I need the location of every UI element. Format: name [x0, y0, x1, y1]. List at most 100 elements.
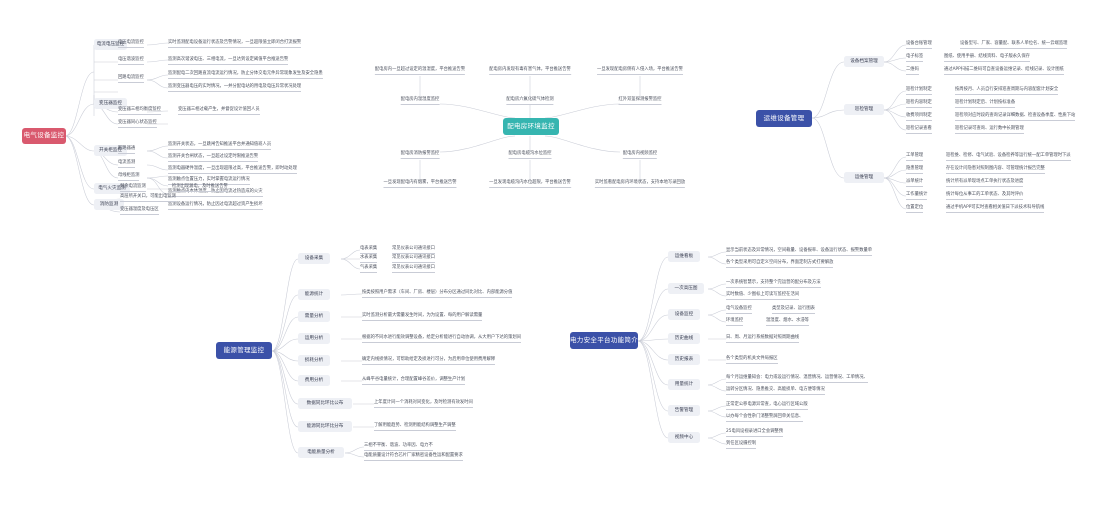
leaf-detail: 变压器温度及电压区 — [120, 207, 159, 215]
leaf-detail: 监测电器硬件温度，一旦出现超限过高，平台推送告警，即时动处理 — [168, 166, 297, 174]
leaf-detail: 监测变压器电压的实时情况，一并分配电站的用电及电压异常状况处理 — [168, 84, 302, 92]
env-bottom-detail-2: 实时监看配电房内环境状态，支持本地写录回放 — [594, 180, 686, 188]
env-bottom-label-1: 配电房电缆沟水位监控 — [508, 151, 552, 159]
leaf-label: 电压电流监控 — [118, 40, 144, 48]
leaf-detail: 统计所有派单现场点工单执行状态及进度 — [946, 179, 1024, 187]
branch-energy-7[interactable]: 能源同比环比分布 — [298, 421, 352, 432]
branch-platform-4[interactable]: 历史报表 — [668, 354, 700, 365]
leaf-detail: 25电风设视录进口全会调整预 — [726, 429, 784, 437]
leaf-label: 隐患管理 — [906, 166, 924, 174]
leaf-label: 收费项目制定 — [906, 113, 932, 121]
branch-energy-3[interactable]: 运用分析 — [298, 333, 330, 344]
leaf-detail: 运转分区情况、隐患推交、高能损单、电方便等情况 — [726, 387, 825, 395]
branch-energy-6[interactable]: 数据同比环比公布 — [298, 398, 352, 409]
leaf-label: 派单统计 — [906, 179, 924, 187]
leaf-detail: 通过手机APP可实时查看相关值日下派技术科导航线 — [946, 205, 1045, 213]
root-node-environment[interactable]: 配电房环境监控 — [503, 118, 559, 135]
branch-ops-0[interactable]: 设备档案管理 — [844, 56, 884, 67]
leaf-detail: 实时数值、少图标上可读写监控在活间 — [726, 292, 800, 300]
leaf-label: 环境监控 — [726, 318, 744, 326]
leaf-label: 巡检计划制定 — [906, 87, 932, 95]
branch-electrical-1[interactable]: 变压器监控 — [94, 98, 127, 109]
branch-platform-1[interactable]: 一次高压图 — [668, 283, 704, 294]
leaf-label: 电表采集 — [360, 246, 378, 254]
leaf-detail: 到任区设摄控制 — [726, 441, 757, 449]
root-node-platform[interactable]: 电力安全平台功能简介 — [570, 332, 638, 349]
leaf-label: 设备台账管理 — [906, 41, 932, 49]
leaf-detail: 监测配电二次回路直流电流运行情况，防止分体交电元件异常现象发生及安全隐患 — [168, 71, 323, 79]
branch-electrical-2[interactable]: 开关柜监控 — [94, 145, 127, 156]
leaf-detail: 巡检计划制定后、计划按标准备 — [955, 100, 1016, 108]
leaf-detail: 从峰平谷电量统计，合理配置峰谷差价，调整生产计划 — [362, 377, 466, 385]
branch-energy-0[interactable]: 设备采集 — [298, 253, 330, 264]
leaf-detail: 日、周、月运行系统数据对照周期曲线 — [726, 335, 800, 343]
leaf-label: 回路电流监控 — [118, 75, 144, 83]
env-bottom-detail-0: 一旦发现配电内有烟雾，平台推送告警 — [383, 180, 457, 188]
leaf-label: 变压器三相均衡度监控 — [118, 107, 161, 115]
leaf-detail: 常见仪表公司通讯接口 — [392, 246, 435, 254]
env-top-label-0: 配电房内温湿度监控 — [400, 97, 440, 105]
root-node-electrical[interactable]: 电气设备监控 — [22, 128, 66, 144]
branch-energy-1[interactable]: 能源统计 — [298, 289, 330, 300]
leaf-detail: 三相不平衡、谐波、功率因、电力不 — [364, 443, 433, 451]
leaf-detail: 实时监测配电设备运行状态及告警情况，一旦超限值立即闭合打流报警 — [168, 40, 302, 48]
leaf-detail: 温湿度、烟水、水浸等 — [766, 318, 809, 326]
leaf-detail: 存在设计问隐患对照制图内容、可管理统计报告完整 — [946, 166, 1045, 174]
leaf-detail: 监测设备运行情况，防止因过电流超过资产生损坏 — [168, 202, 263, 210]
branch-platform-6[interactable]: 告警管理 — [668, 405, 700, 416]
branch-energy-8[interactable]: 电能质量分析 — [298, 447, 344, 458]
branch-ops-2[interactable]: 运维管理 — [844, 172, 884, 183]
env-bottom-label-0: 配电房消防报警监控 — [400, 151, 440, 159]
leaf-detail: 每个月运维量知会：电力或设运行情况、温营情况、运营情况、工单情况、 — [726, 375, 868, 383]
branch-platform-2[interactable]: 设备监控 — [668, 309, 700, 320]
leaf-label: 剩余电流监测 — [120, 184, 146, 192]
leaf-detail: 根据的不同水进行能效调整设备，给定分析能进行自动协调，从大用户下达的策划间 — [362, 335, 521, 343]
leaf-detail: 上年度计同一个消耗对同变化，及时检测有效发时间 — [374, 400, 473, 408]
leaf-detail: 了解用能趋势、检测用能结构调整生产调整 — [374, 423, 456, 431]
root-node-ops[interactable]: 运维设备管理 — [756, 110, 812, 127]
leaf-detail: 监测开关合闸状态，一旦超过设定时限推送告警 — [168, 154, 259, 162]
leaf-label: 电流监测 — [118, 160, 136, 168]
leaf-detail: 统计每位从事工的工单状态、及其时评价 — [946, 192, 1024, 200]
leaf-detail: 变压器三相过载产生，并督促设计值回人员 — [178, 107, 260, 115]
leaf-detail: 常见仪表公司通讯接口 — [392, 255, 435, 263]
leaf-detail: 监测高次谐波电压、三相电流，一旦达到设定阈值平台推送告警 — [168, 57, 289, 65]
branch-energy-4[interactable]: 损耗分析 — [298, 355, 330, 366]
branch-platform-0[interactable]: 运维看板 — [668, 251, 700, 262]
leaf-label: 母线柜监测 — [118, 173, 140, 181]
leaf-detail: 实时监测分析最大需量发生时间，为为设置、每的用户解读需量 — [362, 313, 483, 321]
leaf-label: 电气设备监控 — [726, 306, 752, 314]
branch-platform-5[interactable]: 用量统计 — [668, 379, 700, 390]
leaf-detail: 巡检维、检修、电气试验、设备检养等运行统一配工单管理时下派 — [946, 153, 1071, 161]
branch-electrical-0[interactable]: 电流电压监控 — [94, 39, 127, 50]
leaf-detail: 显示当前状态及异常情况，空间载量、设备报率、设备运行状态、报警数量单 — [726, 248, 873, 256]
branch-electrical-3[interactable]: 电气火灾监测 — [94, 183, 130, 194]
env-top-label-2: 红外双鉴探测报警监控 — [618, 97, 662, 105]
leaf-label: 电压谐波监控 — [118, 57, 144, 65]
leaf-detail: 各个类型采用可自定义空间分布，界面定制方式打要解放 — [726, 260, 834, 268]
leaf-detail: 确定内线损情况，可帮助给定及损进行可分，为后用单位使用费用解释 — [362, 357, 496, 365]
branch-platform-3[interactable]: 历史曲线 — [668, 333, 700, 344]
leaf-detail: 监测触点位置压力，实时掌握电流运行情况 — [168, 177, 250, 185]
leaf-detail: 监测开关状态，一旦跳闸告知推送平台并通知值班人员 — [168, 142, 272, 150]
branch-energy-5[interactable]: 费用分析 — [298, 375, 330, 386]
env-top-detail-1: 配电房内发现有毒有害气体，平台推送告警 — [489, 67, 571, 75]
leaf-detail: 高层所开关口，可能出电监测 — [120, 194, 176, 202]
branch-ops-1[interactable]: 巡检管理 — [844, 104, 884, 115]
leaf-detail: 常见仪表公司通讯接口 — [392, 265, 435, 273]
leaf-detail: 检测出现漏电，及时推送告警 — [172, 184, 228, 192]
env-top-label-1: 配电房六氟化硫气体检测 — [506, 97, 554, 105]
branch-energy-2[interactable]: 需量分析 — [298, 311, 330, 322]
leaf-label: 巡检记录查看 — [906, 126, 932, 134]
leaf-detail: 电能质量设计符合芯片厂家精密设备性运和配置要求 — [364, 453, 463, 461]
leaf-detail: 按周按月、人员自行安排巡查周期与内容配套计划安全 — [955, 87, 1059, 95]
branch-platform-7[interactable]: 视频中心 — [668, 432, 700, 443]
root-node-energy[interactable]: 能源管理监控 — [216, 342, 272, 359]
leaf-label: 变压器同心状态监控 — [118, 120, 157, 128]
leaf-detail: 一次系统智慧示，支持整个完运营的配分布及方法 — [726, 280, 821, 288]
leaf-detail: 按类按照用户需求（车间、厂房、楼层）分布分区通过同比对比、内部能源分值 — [362, 290, 513, 298]
leaf-label: 巡检内容制定 — [906, 100, 932, 108]
branch-electrical-4[interactable]: 消防监测 — [94, 199, 124, 210]
leaf-detail: 以办每个会性杂门消整警屏回单关信息、 — [726, 414, 804, 422]
